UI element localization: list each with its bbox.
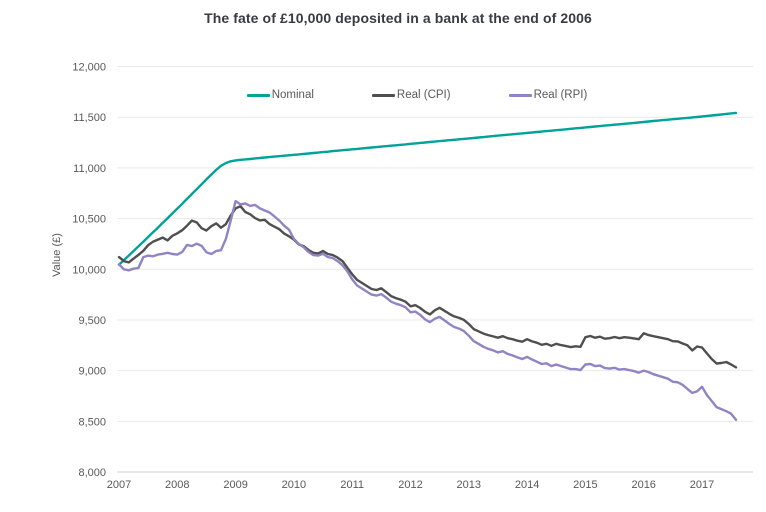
legend: Nominal Real (CPI) Real (RPI) (117, 89, 717, 101)
x-tick-label: 2010 (282, 479, 306, 491)
x-tick-label: 2012 (398, 479, 422, 491)
x-tick-label: 2009 (223, 479, 247, 491)
legend-item-real-rpi: Real (RPI) (508, 89, 588, 101)
x-tick-label: 2015 (573, 479, 597, 491)
series-line-real-cpi (117, 204, 738, 369)
series-line-real-rpi (117, 199, 738, 421)
y-tick-label: 12,000 (72, 62, 106, 74)
y-tick-label: 10,000 (72, 264, 106, 276)
legend-label-nominal: Nominal (271, 89, 314, 101)
nominal-line-swatch (246, 93, 270, 97)
legend-label-real-rpi: Real (RPI) (533, 89, 588, 101)
y-tick-label: 11,000 (73, 163, 106, 175)
y-tick-label: 11,500 (73, 112, 106, 124)
real-rpi-line-swatch (508, 93, 532, 97)
y-tick-label: 8,500 (78, 416, 106, 428)
x-tick-label: 2011 (340, 479, 364, 491)
x-tick-label: 2017 (690, 479, 714, 491)
x-tick-label: 2007 (107, 479, 131, 491)
y-tick-label: 8,000 (78, 467, 106, 479)
x-tick-label: 2014 (515, 479, 539, 491)
y-tick-label: 9,500 (78, 315, 106, 327)
x-tick-label: 2013 (457, 479, 481, 491)
real-cpi-line-swatch (371, 93, 395, 97)
y-tick-label: 10,500 (72, 214, 106, 226)
x-tick-label: 2016 (631, 479, 655, 491)
x-tick-label: 2008 (165, 479, 189, 491)
series-line-nominal (117, 111, 738, 266)
y-tick-label: 9,000 (78, 366, 106, 378)
legend-label-real-cpi: Real (CPI) (396, 89, 451, 101)
legend-item-nominal: Nominal (246, 89, 314, 101)
legend-item-real-cpi: Real (CPI) (371, 89, 451, 101)
chart-title: The fate of £10,000 deposited in a bank … (204, 10, 592, 26)
